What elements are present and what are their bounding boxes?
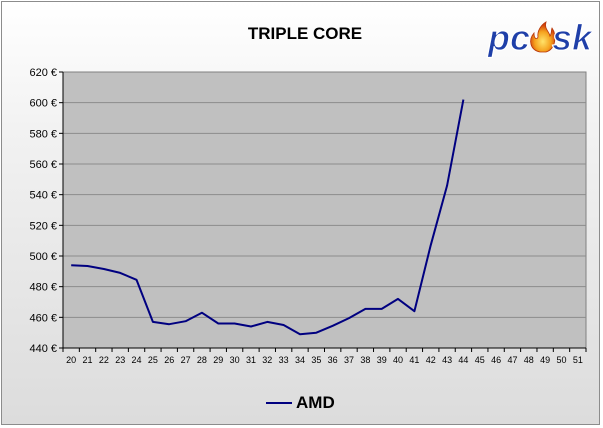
y-tick-label: 520 € (29, 220, 57, 232)
legend-label-amd: AMD (296, 393, 335, 412)
x-tick-label: 38 (360, 355, 370, 365)
x-tick-label: 21 (83, 355, 93, 365)
x-tick-label: 29 (213, 355, 223, 365)
x-tick-label: 27 (181, 355, 191, 365)
x-tick-label: 26 (164, 355, 174, 365)
y-tick-label: 560 € (29, 159, 57, 171)
x-tick-label: 43 (442, 355, 452, 365)
x-tick-label: 23 (115, 355, 125, 365)
x-tick-label: 46 (491, 355, 501, 365)
x-tick-label: 41 (409, 355, 419, 365)
y-tick-label: 500 € (29, 251, 57, 263)
y-tick-label: 480 € (29, 282, 57, 294)
y-tick-label: 620 € (29, 67, 57, 79)
x-tick-label: 50 (556, 355, 566, 365)
x-tick-label: 28 (197, 355, 207, 365)
legend: AMD (266, 393, 335, 413)
x-tick-label: 40 (393, 355, 403, 365)
x-tick-label: 33 (279, 355, 289, 365)
pcsk-logo: pc sk (486, 16, 592, 58)
x-tick-label: 37 (344, 355, 354, 365)
x-tick-label: 39 (377, 355, 387, 365)
x-tick-label: 25 (148, 355, 158, 365)
legend-line-swatch (266, 402, 292, 404)
x-tick-label: 45 (475, 355, 485, 365)
x-tick-label: 30 (230, 355, 240, 365)
x-tick-label: 22 (99, 355, 109, 365)
x-tick-label: 44 (458, 355, 468, 365)
y-tick-label: 460 € (29, 312, 57, 324)
x-tick-label: 51 (573, 355, 583, 365)
y-tick-label: 440 € (29, 343, 57, 355)
x-tick-label: 48 (524, 355, 534, 365)
plot-area (62, 71, 587, 349)
x-tick-label: 42 (426, 355, 436, 365)
y-tick-label: 600 € (29, 98, 57, 110)
x-tick-label: 36 (328, 355, 338, 365)
x-tick-label: 20 (66, 355, 76, 365)
x-tick-label: 24 (132, 355, 142, 365)
chart-title: TRIPLE CORE (247, 24, 363, 43)
y-tick-label: 580 € (29, 128, 57, 140)
x-tick-label: 47 (507, 355, 517, 365)
svg-text:pc: pc (487, 17, 530, 58)
x-tick-label: 31 (246, 355, 256, 365)
x-tick-label: 34 (295, 355, 305, 365)
svg-text:sk: sk (552, 17, 592, 58)
series-line-amd (71, 99, 465, 336)
x-tick-label: 49 (540, 355, 550, 365)
x-tick-label: 32 (262, 355, 272, 365)
y-tick-label: 540 € (29, 190, 57, 202)
x-tick-label: 35 (311, 355, 321, 365)
